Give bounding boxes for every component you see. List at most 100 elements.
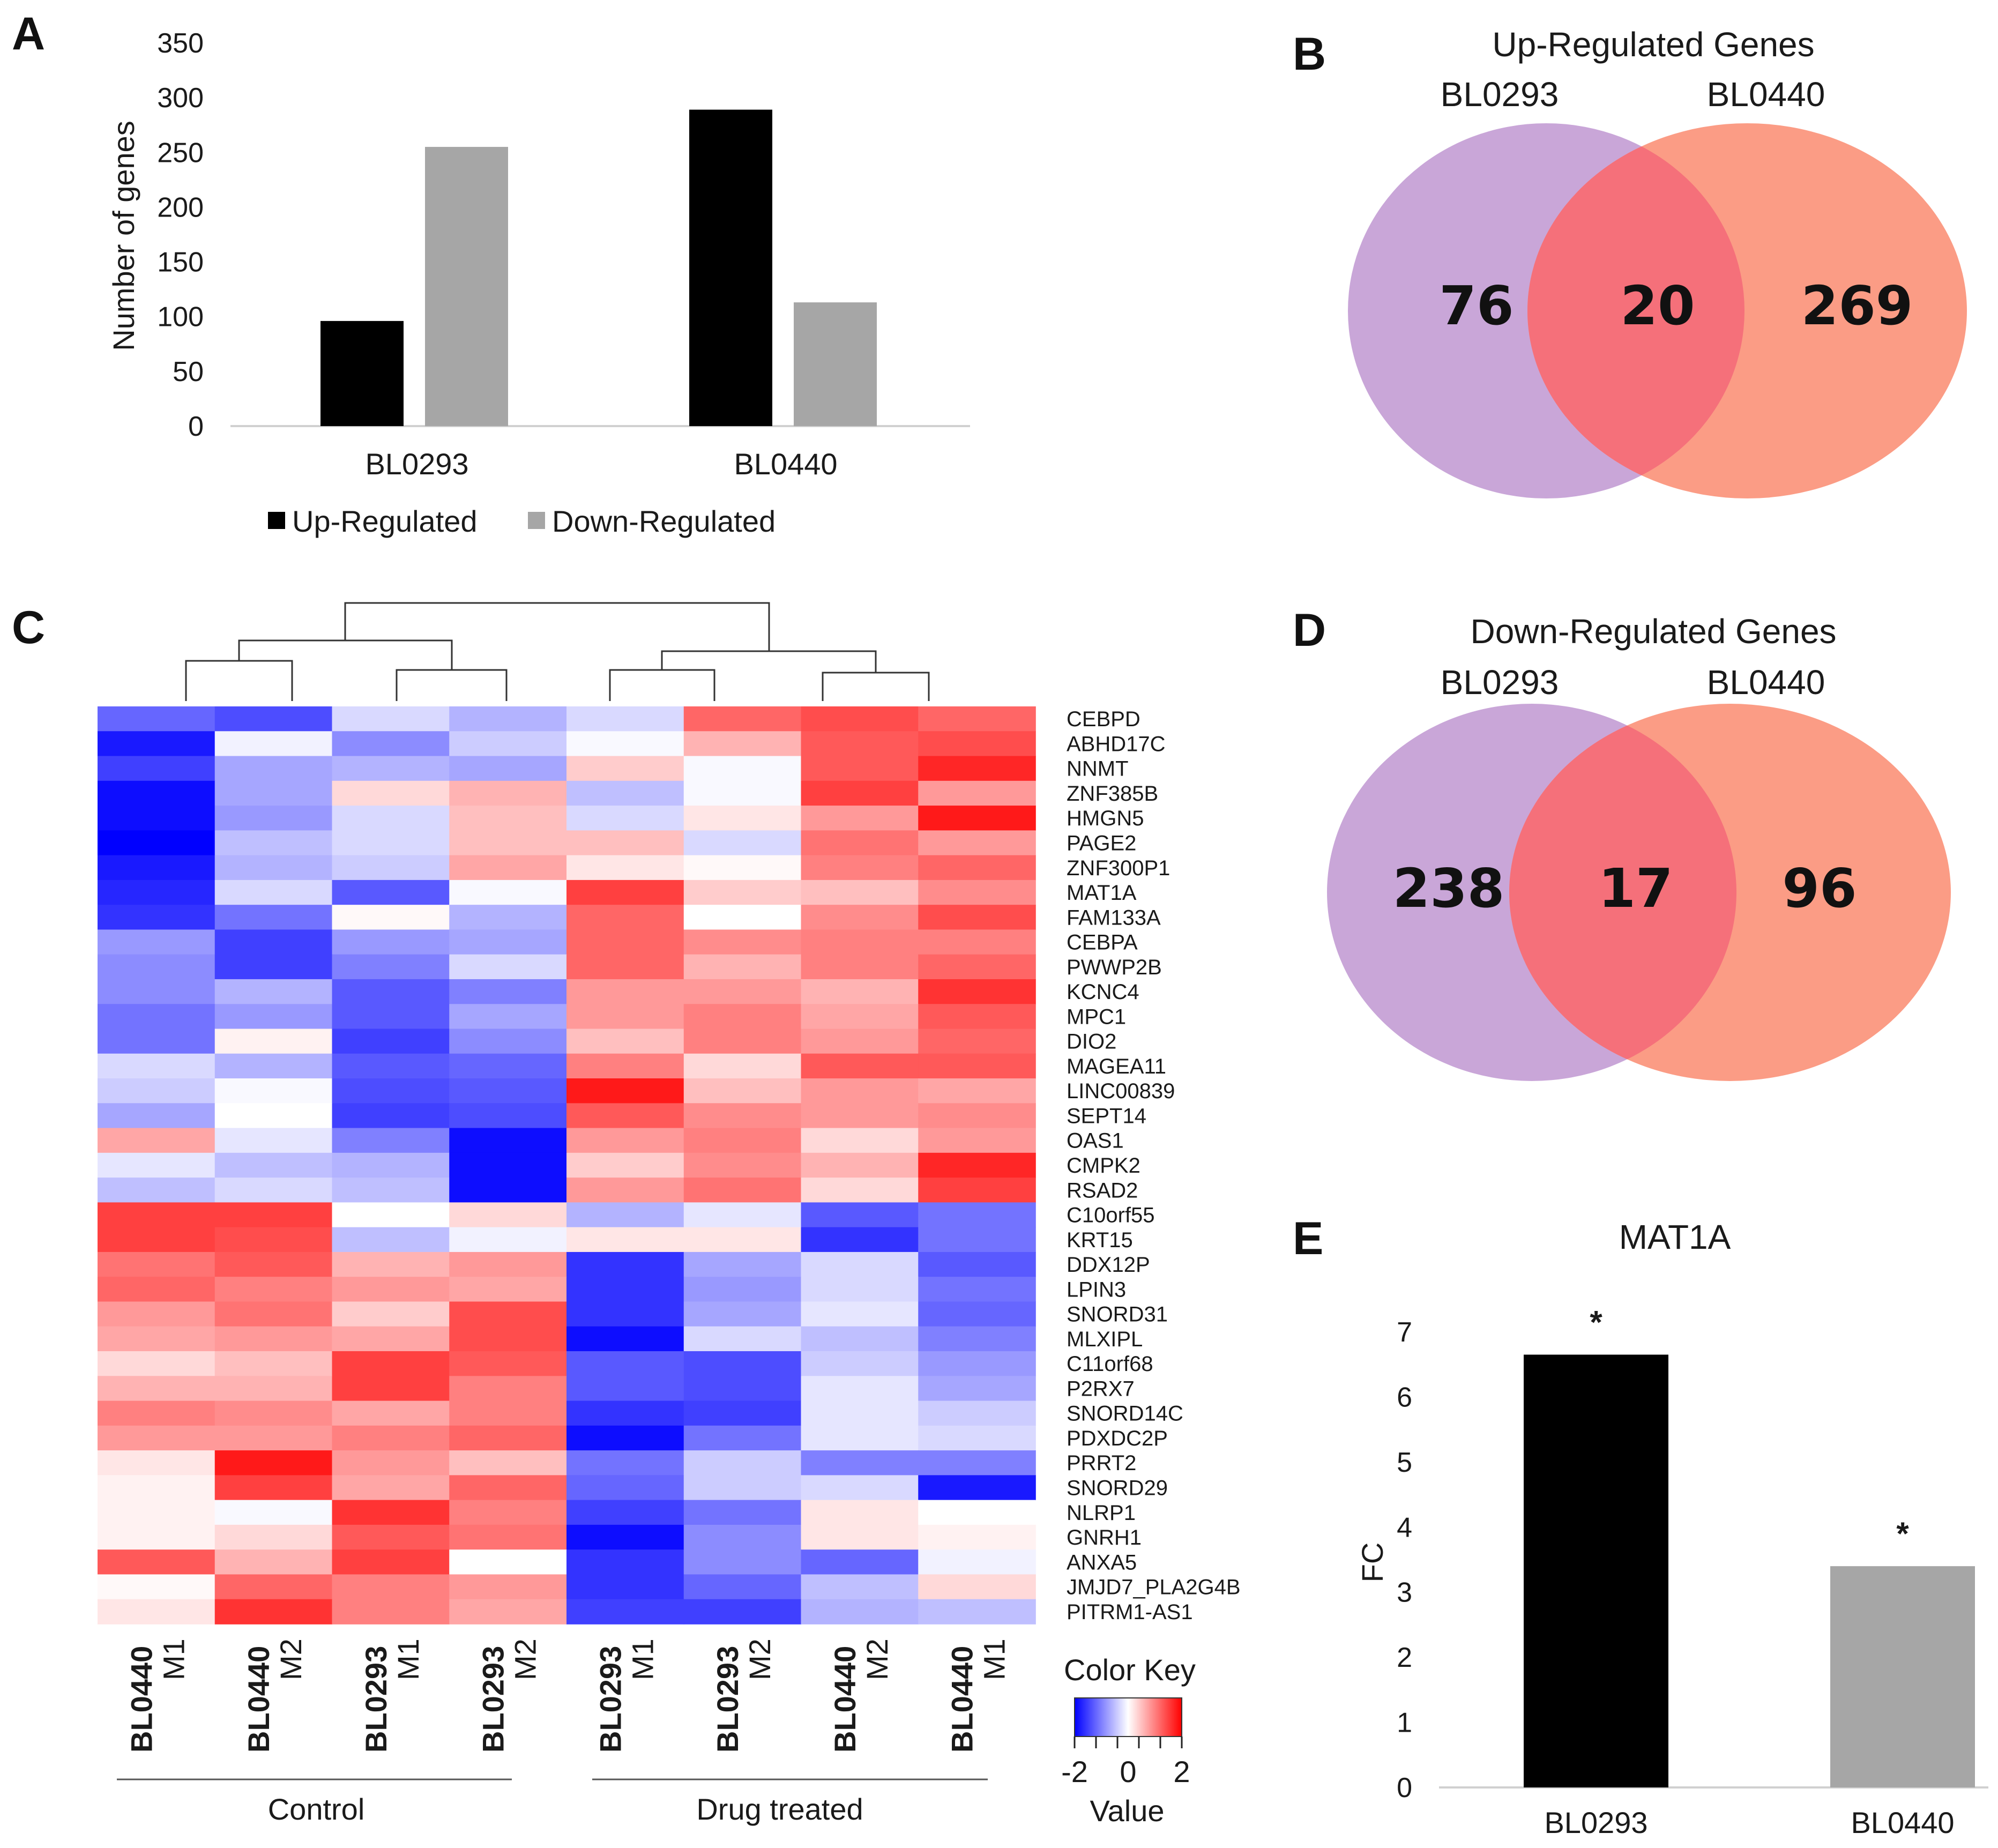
heatmap-cell — [566, 1574, 684, 1600]
gene-labels: CEBPDABHD17CNNMTZNF385BHMGN5PAGE2ZNF300P… — [1067, 707, 1241, 1624]
heatmap-cell — [918, 1178, 1036, 1203]
heatmap-cell — [332, 1202, 450, 1228]
heatmap-cell — [683, 929, 802, 955]
heatmap-cell — [449, 1400, 567, 1426]
significance-star: * — [1590, 1305, 1602, 1340]
heatmap-cell — [566, 1599, 684, 1625]
heatmap-cell — [801, 830, 919, 856]
heatmap-cell — [801, 1425, 919, 1451]
heatmap-cell — [566, 756, 684, 781]
heatmap-cell — [683, 830, 802, 856]
heatmap-cell — [332, 780, 450, 806]
heatmap-cell — [214, 1599, 333, 1625]
heatmap-cell — [98, 855, 215, 881]
gene-label: SNORD31 — [1067, 1303, 1168, 1327]
heatmap-cell — [918, 731, 1036, 757]
heatmap-cell — [801, 1475, 919, 1501]
heatmap-cell — [332, 1326, 450, 1352]
heatmap-cell — [332, 1152, 450, 1178]
heatmap-cell — [332, 1425, 450, 1451]
heatmap-cell — [98, 1549, 215, 1575]
heatmap-grid — [98, 706, 1036, 1625]
sample-line-label: BL0293 — [359, 1646, 393, 1753]
gene-label: C11orf68 — [1067, 1352, 1153, 1376]
heatmap-cell — [332, 1524, 450, 1550]
heatmap-cell — [683, 1251, 802, 1278]
heatmap-cell — [214, 855, 333, 881]
panel-b: B Up-Regulated Genes BL0293 BL0440 76 20… — [1293, 25, 1967, 498]
heatmap-cell — [214, 954, 333, 980]
heatmap-cell — [332, 1599, 450, 1625]
heatmap-cell — [449, 1103, 567, 1129]
dendrogram-branch — [344, 602, 770, 651]
heatmap-cell — [332, 1301, 450, 1327]
heatmap-cell — [449, 1152, 567, 1178]
heatmap-cell — [566, 1326, 684, 1352]
heatmap-cell — [332, 806, 450, 831]
heatmap-cell — [214, 1128, 333, 1153]
heatmap-cell — [98, 706, 215, 732]
heatmap-cell — [214, 1500, 333, 1525]
heatmap-cell — [214, 756, 333, 781]
heatmap-cell — [98, 1500, 215, 1525]
heatmap-cell — [449, 855, 567, 881]
heatmap-cell — [918, 780, 1036, 806]
panel-e-y-axis: 0 1 2 3 4 5 6 7 — [1397, 1317, 1412, 1804]
heatmap-cell — [683, 706, 802, 732]
gene-label: PITRM1-AS1 — [1067, 1600, 1193, 1624]
heatmap-cell — [801, 1128, 919, 1153]
sample-line-label: BL0440 — [828, 1646, 862, 1753]
panel-e-title: MAT1A — [1619, 1218, 1731, 1256]
panel-a-category-label: BL0440 — [734, 447, 837, 481]
dendrogram — [185, 602, 930, 701]
heatmap-cell — [98, 1078, 215, 1104]
heatmap-cell — [801, 1202, 919, 1228]
heatmap-cell — [449, 1376, 567, 1402]
heatmap-cell — [332, 756, 450, 781]
heatmap-cell — [683, 954, 802, 980]
heatmap-cell — [98, 1450, 215, 1476]
heatmap-cell — [566, 929, 684, 955]
heatmap-cell — [98, 979, 215, 1005]
heatmap-cell — [683, 1301, 802, 1327]
heatmap-cell — [332, 855, 450, 881]
gene-label: MLXIPL — [1067, 1328, 1143, 1351]
sample-line-label: BL0293 — [476, 1646, 510, 1753]
gene-label: SNORD29 — [1067, 1477, 1168, 1500]
gene-label: PDXDC2P — [1067, 1427, 1168, 1450]
heatmap-cell — [332, 929, 450, 955]
heatmap-cell — [98, 1351, 215, 1377]
heatmap-cell — [449, 830, 567, 856]
sample-rep-label: M1 — [156, 1638, 190, 1680]
heatmap-cell — [566, 1475, 684, 1501]
heatmap-cell — [918, 1277, 1036, 1302]
heatmap-cell — [801, 1277, 919, 1302]
sample-rep-label: M1 — [625, 1638, 659, 1680]
heatmap-cell — [566, 905, 684, 930]
heatmap-cell — [449, 905, 567, 930]
heatmap-cell — [918, 756, 1036, 781]
heatmap-cell — [332, 1500, 450, 1525]
heatmap-cell — [801, 1178, 919, 1203]
sample-line-label: BL0293 — [593, 1646, 627, 1753]
venn-d-set-left: BL0293 — [1441, 663, 1559, 702]
dendrogram-branch — [822, 672, 930, 701]
panel-a-y-tick-label: 350 — [157, 28, 204, 59]
venn-d-title: Down-Regulated Genes — [1470, 612, 1836, 651]
sample-rep-label: M2 — [509, 1638, 542, 1680]
heatmap-cell — [98, 880, 215, 905]
heatmap-cell — [214, 1227, 333, 1253]
panel-a-y-tick-label: 250 — [157, 137, 204, 168]
heatmap-cell — [683, 1152, 802, 1178]
venn-d-overlap-count: 17 — [1598, 857, 1673, 920]
heatmap-cell — [214, 1004, 333, 1030]
panel-c: C CEBPDABHD17CNNMTZNF385BHMGN5PAGE2ZNF30… — [12, 602, 1241, 1828]
gene-label: ANXA5 — [1067, 1551, 1137, 1574]
heatmap-cell — [214, 979, 333, 1005]
gene-label: P2RX7 — [1067, 1377, 1135, 1400]
panel-a-bar-up — [320, 321, 404, 426]
gene-label: ZNF385B — [1067, 782, 1158, 806]
heatmap-cell — [918, 1053, 1036, 1079]
heatmap-cell — [918, 1475, 1036, 1501]
